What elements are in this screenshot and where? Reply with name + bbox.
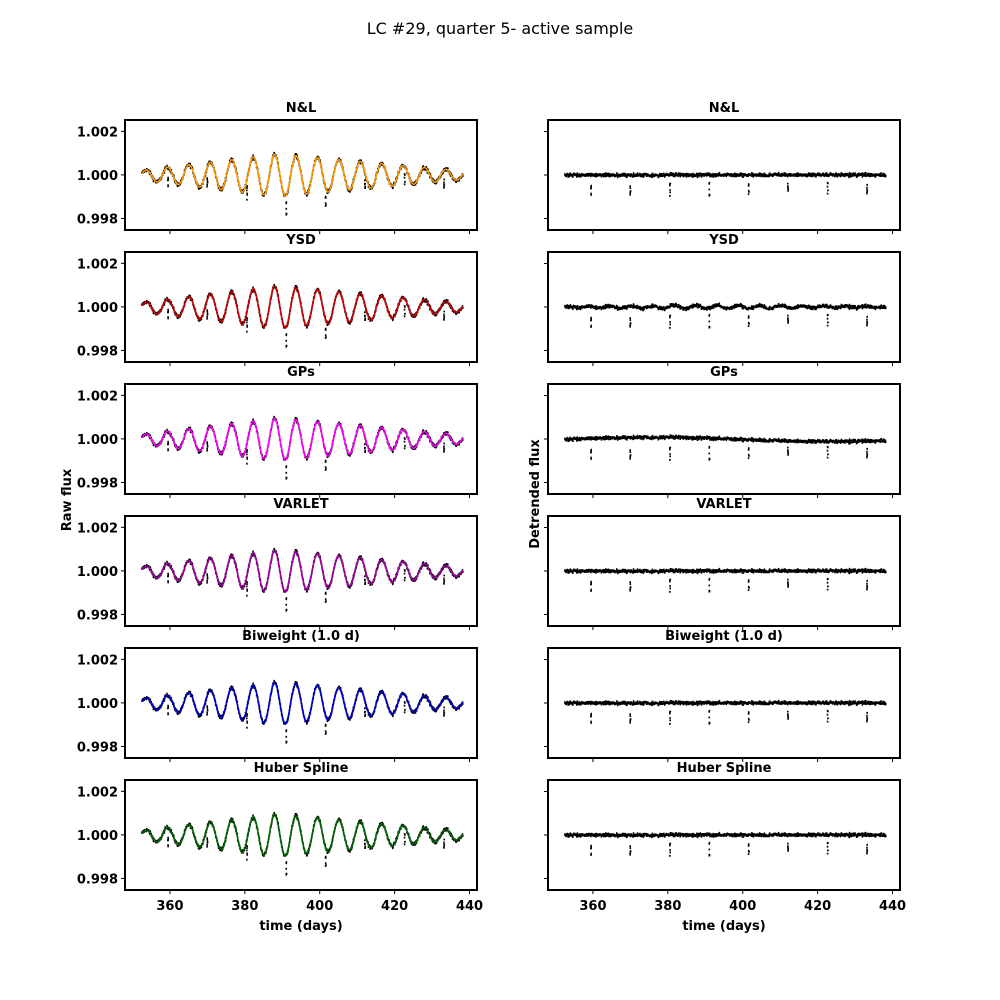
right-ylabel: Detrended flux [528, 439, 543, 549]
y-tick-label: 0.998 [77, 212, 118, 227]
raw-panel-2: GPs 0.998 1.000 1.002 [77, 365, 478, 498]
x-tick-label: 400 [729, 899, 756, 914]
x-tick-label: 420 [381, 899, 408, 914]
x-tick-label: 440 [456, 899, 483, 914]
raw-panel-5: Huber Spline 0.998 1.000 1.002 360 380 400 420 4… [77, 761, 483, 914]
y-tick-label: 0.998 [77, 344, 118, 359]
y-tick-label: 0.998 [77, 608, 118, 623]
trend-line [141, 813, 464, 857]
trend-line [141, 285, 464, 329]
raw-panel-4: Biweight (1.0 d) 0.998 1.000 1.002 [77, 629, 478, 762]
y-tick-label: 0.998 [77, 740, 118, 755]
detrended-panel-title: Biweight (1.0 d) [665, 629, 783, 644]
detrended-flux-points [564, 567, 887, 593]
raw-panel-0: N&L 0.998 1.000 1.002 [77, 101, 478, 234]
detrended-panel-4: Biweight (1.0 d) [544, 629, 901, 762]
x-tick-label: 440 [879, 899, 906, 914]
y-tick-label: 0.998 [77, 872, 118, 887]
x-tick-label: 380 [654, 899, 681, 914]
x-tick-label: 380 [231, 899, 258, 914]
raw-panel-1: YSD 0.998 1.000 1.002 [77, 233, 478, 366]
figure-title: LC #29, quarter 5- active sample [367, 19, 634, 38]
y-tick-label: 1.002 [77, 389, 118, 404]
right-xlabel: time (days) [682, 919, 765, 934]
detrended-flux-points [564, 434, 887, 461]
x-tick-label: 400 [306, 899, 333, 914]
detrended-flux-points [564, 302, 887, 329]
detrended-panel-title: VARLET [696, 497, 751, 512]
detrended-flux-points [564, 831, 887, 857]
y-tick-label: 1.000 [77, 433, 118, 448]
trend-line [141, 681, 464, 725]
detrended-panel-2: GPs [544, 365, 901, 498]
raw-panel-title: N&L [286, 101, 317, 116]
y-tick-label: 1.000 [77, 697, 118, 712]
detrended-panel-3: VARLET [544, 497, 901, 630]
raw-panel-title: YSD [285, 233, 316, 248]
detrended-panel-0: N&L [544, 101, 901, 234]
detrended-panel-title: YSD [708, 233, 739, 248]
y-tick-label: 1.002 [77, 521, 118, 536]
detrended-panel-5: Huber Spline 360 380 400 420 440 [544, 761, 906, 914]
y-tick-label: 1.000 [77, 169, 118, 184]
raw-panel-title: Huber Spline [254, 761, 349, 776]
left-ylabel: Raw flux [60, 468, 75, 531]
raw-panel-3: VARLET 0.998 1.000 1.002 [77, 497, 478, 630]
detrended-panel-title: GPs [710, 365, 738, 380]
y-tick-label: 1.002 [77, 257, 118, 272]
detrended-panel-1: YSD [544, 233, 901, 366]
trend-line [141, 417, 464, 461]
y-tick-label: 1.000 [77, 301, 118, 316]
raw-panel-title: Biweight (1.0 d) [242, 629, 360, 644]
detrended-panel-title: Huber Spline [677, 761, 772, 776]
x-tick-label: 360 [579, 899, 606, 914]
raw-panel-title: GPs [287, 365, 315, 380]
y-tick-label: 1.000 [77, 565, 118, 580]
x-tick-label: 420 [804, 899, 831, 914]
panels-group: N&L0.9981.0001.002N&LYSD0.9981.0001.002Y… [77, 101, 906, 914]
detrended-flux-points [564, 171, 887, 197]
x-tick-label: 360 [156, 899, 183, 914]
left-xlabel: time (days) [259, 919, 342, 934]
y-tick-label: 1.002 [77, 785, 118, 800]
trend-line [141, 153, 464, 197]
y-tick-label: 1.002 [77, 653, 118, 668]
raw-panel-title: VARLET [273, 497, 328, 512]
y-tick-label: 0.998 [77, 476, 118, 491]
trend-line [141, 549, 464, 593]
detrended-flux-points [564, 699, 887, 725]
y-tick-label: 1.000 [77, 829, 118, 844]
y-tick-label: 1.002 [77, 125, 118, 140]
detrended-panel-title: N&L [709, 101, 740, 116]
